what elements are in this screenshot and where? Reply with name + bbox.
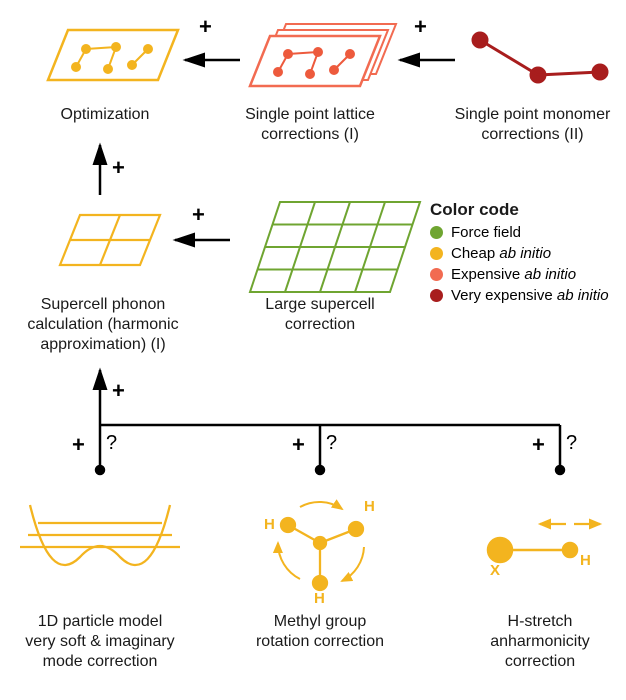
plus-b3: + [532, 432, 545, 458]
plus-2: + [414, 14, 427, 40]
caption-lattice: Single point lattice corrections (I) [215, 105, 405, 145]
methyl-H-label-1: H [264, 516, 275, 533]
plus-1: + [199, 14, 212, 40]
methyl-rotation-icon [278, 502, 364, 590]
caption-supercell-phonon: Supercell phonon calculation (harmonic a… [8, 295, 198, 355]
t: ab initio [557, 287, 609, 304]
legend-title: Color code [430, 200, 625, 220]
t: 1D particle model [38, 613, 163, 630]
methyl-H-label-3: H [314, 590, 325, 607]
hstretch-H-label: H [580, 552, 591, 569]
t: Large supercell [265, 296, 374, 313]
t: Single point lattice [245, 106, 375, 123]
t: very soft & imaginary [25, 633, 174, 650]
large-supercell-grid [250, 202, 420, 292]
lattice-correction-stack [250, 24, 396, 86]
t: ab initio [499, 245, 551, 262]
legend-dot [430, 289, 443, 302]
plus-b2: + [292, 432, 305, 458]
t: correction [505, 653, 575, 670]
caption-monomer: Single point monomer corrections (II) [440, 105, 625, 145]
legend-row-cheap: Cheap ab initio [430, 245, 625, 262]
t: mode correction [43, 653, 158, 670]
t: approximation) (I) [40, 336, 165, 353]
q-b1: ? [106, 432, 117, 455]
q-b2: ? [326, 432, 337, 455]
t: ab initio [524, 266, 576, 283]
color-code-legend: Color code Force field Cheap ab initio E… [430, 200, 625, 304]
t: Methyl group [274, 613, 367, 630]
legend-row-exp: Expensive ab initio [430, 266, 625, 283]
legend-dot [430, 226, 443, 239]
t: H-stretch [508, 613, 573, 630]
plus-b1: + [72, 432, 85, 458]
double-well-icon [20, 505, 180, 565]
plus-5: + [112, 378, 125, 404]
caption-optimization: Optimization [30, 105, 180, 125]
supercell-phonon-cell [60, 215, 160, 265]
t: anharmonicity [490, 633, 590, 650]
legend-row-ff: Force field [430, 224, 625, 241]
plus-4: + [192, 202, 205, 228]
optimization-cell [48, 30, 178, 80]
t: correction [285, 316, 355, 333]
t: corrections (II) [481, 126, 583, 143]
monomer-icon [473, 33, 607, 82]
t: Expensive [451, 266, 524, 283]
diagram-root: { "colors": { "cheap": "#f3b41f", "cheap… [0, 0, 626, 700]
plus-3: + [112, 155, 125, 181]
caption-methyl: Methyl group rotation correction [235, 612, 405, 652]
t: Force field [451, 224, 521, 241]
t: rotation correction [256, 633, 384, 650]
t: Cheap [451, 245, 499, 262]
t: Very expensive [451, 287, 557, 304]
methyl-H-label-2: H [364, 498, 375, 515]
t: corrections (I) [261, 126, 359, 143]
hstretch-X-label: X [490, 562, 500, 579]
caption-large-supercell: Large supercell correction [240, 295, 400, 335]
t: Supercell phonon [41, 296, 166, 313]
t: Single point monomer [455, 106, 611, 123]
caption-1d: 1D particle model very soft & imaginary … [10, 612, 190, 672]
t: calculation (harmonic [27, 316, 178, 333]
legend-dot [430, 268, 443, 281]
q-b3: ? [566, 432, 577, 455]
caption-hstretch: H-stretch anharmonicity correction [455, 612, 625, 672]
legend-dot [430, 247, 443, 260]
legend-row-vexp: Very expensive ab initio [430, 287, 625, 304]
